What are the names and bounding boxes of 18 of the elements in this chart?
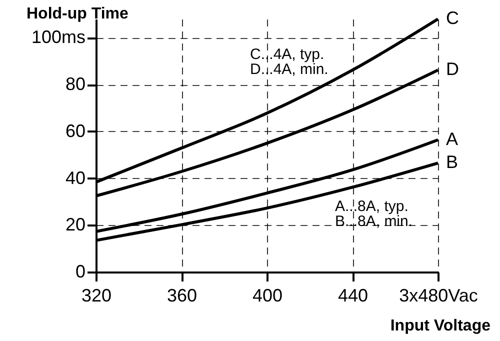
- x-axis-title: Input Voltage: [390, 318, 491, 334]
- series-label: D: [446, 59, 459, 80]
- y-tick-label: 20: [65, 214, 86, 235]
- y-tick-label: 60: [65, 120, 86, 141]
- series-label: A: [446, 128, 458, 149]
- y-tick-label: 80: [65, 74, 86, 94]
- x-tick-label: 320: [81, 286, 112, 306]
- x-tick-label: 3x480Vac: [399, 286, 478, 306]
- series-label: B: [446, 152, 458, 172]
- x-tick-label: 400: [252, 286, 283, 306]
- x-tick-label: 360: [166, 286, 198, 306]
- series-label: C: [446, 8, 459, 28]
- annotation: C...4A, typ. D...4A, min.: [250, 46, 328, 78]
- y-tick-label: 100ms: [31, 27, 86, 48]
- y-tick-label: 40: [65, 168, 86, 188]
- y-tick-label: 0: [75, 262, 86, 282]
- x-tick-label: 440: [338, 286, 368, 306]
- y-axis-title: Hold-up Time: [26, 6, 129, 22]
